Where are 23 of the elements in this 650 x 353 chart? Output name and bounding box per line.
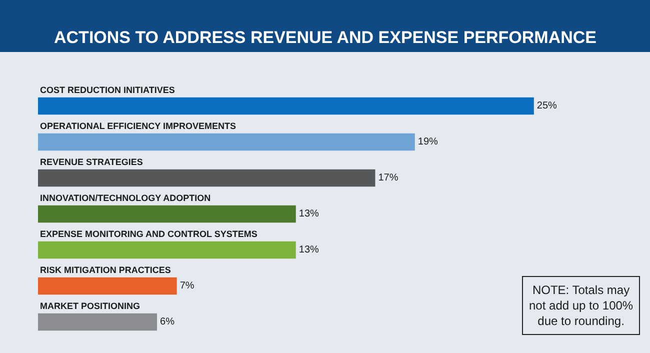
y-tick-label: REVENUE STRATEGIES — [40, 157, 143, 167]
y-tick-label: EXPENSE MONITORING AND CONTROL SYSTEMS — [40, 229, 258, 239]
y-tick-label: OPERATIONAL EFFICIENCY IMPROVEMENTS — [40, 121, 236, 131]
y-tick-label: INNOVATION/TECHNOLOGY ADOPTION — [40, 193, 211, 203]
data-label: 7% — [180, 280, 194, 292]
y-tick-label: MARKET POSITIONING — [40, 301, 140, 311]
bar — [38, 205, 296, 223]
bar — [38, 97, 534, 115]
bar — [38, 241, 296, 259]
data-label: 6% — [160, 316, 175, 328]
bar — [38, 169, 376, 187]
annotation: NOTE: Totals may not add up to 100% due to rounding. — [529, 283, 634, 328]
bar — [38, 133, 415, 151]
data-label: 17% — [378, 172, 398, 184]
data-label: 13% — [298, 208, 319, 220]
data-label: 13% — [298, 244, 319, 256]
y-tick-label: RISK MITIGATION PRACTICES — [40, 265, 171, 275]
bar — [38, 313, 158, 331]
bar — [38, 277, 177, 295]
data-label: 25% — [536, 100, 558, 112]
data-label: 19% — [418, 136, 438, 148]
y-tick-label: COST REDUCTION INITIATIVES — [40, 85, 175, 95]
chart-title: ACTIONS TO ADDRESS REVENUE AND EXPENSE PERFORMANCE — [54, 28, 596, 47]
